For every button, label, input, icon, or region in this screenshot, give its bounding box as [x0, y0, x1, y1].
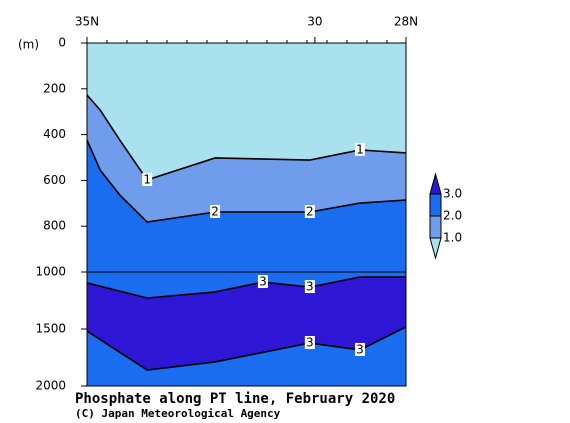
y-tick-label: 1000 [35, 265, 66, 279]
colorbar-segment [429, 237, 442, 260]
contour-label: 3 [356, 342, 364, 356]
contour-label-box [354, 342, 365, 356]
contour-line [86, 326, 407, 371]
y-tick-label: 0 [58, 36, 66, 50]
contour-label-box [354, 142, 365, 156]
colorbar-segment [429, 193, 442, 217]
y-tick-label: 2000 [35, 379, 66, 393]
y-tick-label: 200 [43, 81, 66, 95]
contour-label: 3 [259, 275, 267, 289]
contour-label: 3 [306, 336, 314, 350]
contour-label-box [304, 280, 315, 294]
contour-label-box [210, 205, 221, 219]
contour-label-box [257, 275, 268, 289]
contour-line [86, 139, 407, 223]
x-tick-label: 28N [394, 15, 418, 29]
credit: (C) Japan Meteorological Agency [75, 407, 281, 420]
x-tick-label: 30 [307, 15, 322, 29]
contour-label: 1 [143, 172, 151, 186]
colorbar-label: 2.0 [443, 209, 462, 223]
contour-label-box [304, 205, 315, 219]
colorbar-label: 1.0 [443, 231, 462, 245]
colorbar-segment [429, 172, 442, 195]
colorbar-label: 3.0 [443, 187, 462, 201]
contour-line [86, 94, 407, 181]
contour-label-box [304, 336, 315, 350]
contour-label: 3 [306, 280, 314, 294]
y-tick-label: 400 [43, 127, 66, 141]
chart-title: Phosphate along PT line, February 2020 [75, 391, 395, 407]
x-tick-label: 35N [75, 15, 99, 29]
fill-region [87, 277, 406, 371]
y-tick-label: 600 [43, 173, 66, 187]
y-tick-label: 1500 [35, 322, 66, 336]
y-tick-label: 800 [43, 219, 66, 233]
contour-label: 2 [211, 205, 219, 219]
contour-label: 2 [306, 205, 314, 219]
contour-label-box [142, 172, 153, 186]
y-axis-label: (m) [18, 38, 39, 52]
colorbar-segment [429, 215, 442, 239]
contour-label: 1 [356, 142, 364, 156]
